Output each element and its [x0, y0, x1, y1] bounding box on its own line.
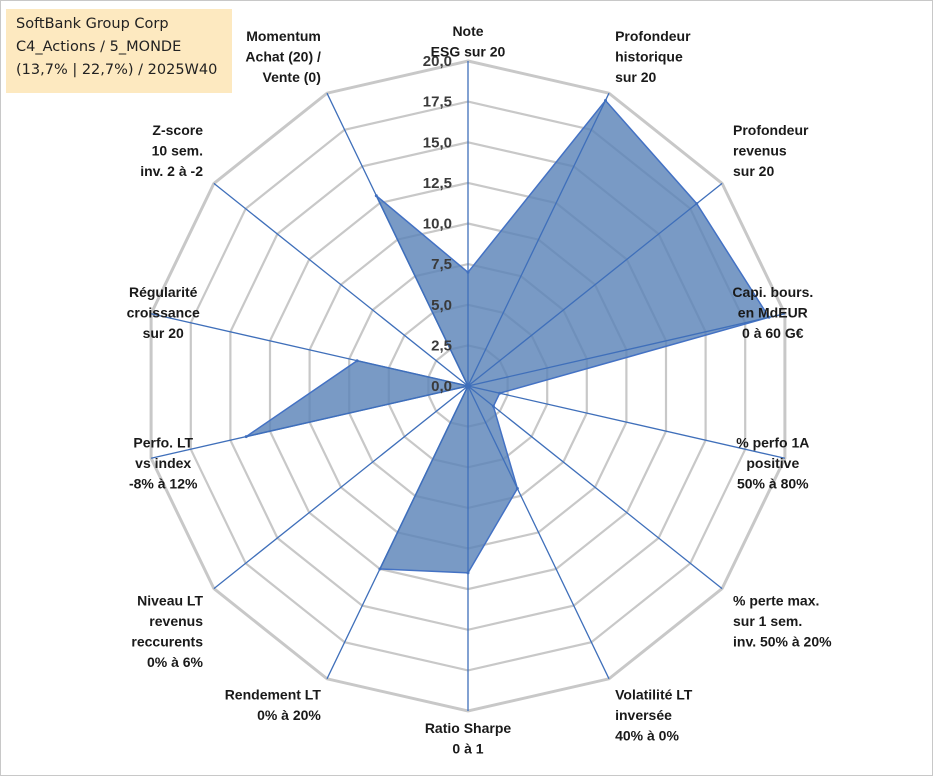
axis-label: Capi. bours. en MdEUR 0 à 60 G€: [732, 284, 813, 341]
tick-label: 15,0: [423, 134, 452, 151]
series-layer: [244, 99, 771, 575]
axis-label: % perfo 1A positive 50% à 80%: [736, 435, 809, 492]
axis-label: Rendement LT 0% à 20%: [225, 686, 322, 723]
tick-label: 20,0: [423, 53, 452, 70]
chart-title-box: SoftBank Group Corp C4_Actions / 5_MONDE…: [6, 9, 232, 93]
axis-spoke: [213, 385, 469, 590]
axis-labels: Note ESG sur 20 Profondeur historique sur 20…: [127, 23, 833, 757]
axis-label: Ratio Sharpe 0 à 1: [425, 720, 512, 757]
axis-label: Z-score 10 sem. inv. 2 à -2: [140, 122, 203, 179]
axis-spoke: [467, 92, 610, 387]
axis-label: Profondeur historique sur 20: [615, 28, 691, 85]
axis-label: Note ESG sur 20: [431, 23, 506, 60]
axis-spoke: [326, 92, 469, 387]
axis-label: % perte max. sur 1 sem. inv. 50% à 20%: [733, 592, 832, 649]
axis-label: Niveau LT revenus reccurents 0% à 6%: [131, 592, 203, 670]
axis-label: Volatilité LT inversée 40% à 0%: [615, 686, 693, 743]
tick-label: 0,0: [431, 378, 452, 395]
tick-label: 17,5: [423, 94, 452, 111]
title-line-category: C4_Actions / 5_MONDE: [16, 39, 182, 55]
axis-spoke: [150, 385, 469, 459]
tick-label: 5,0: [431, 297, 452, 314]
tick-label: 10,0: [423, 216, 452, 233]
axis-spoke: [467, 385, 723, 590]
axis-spoke: [326, 385, 469, 680]
axis-spoke: [467, 182, 723, 387]
axis-spoke: [467, 313, 786, 387]
tick-label: 7,5: [431, 256, 452, 273]
axis-spoke: [213, 182, 469, 387]
tick-labels: 0,0 2,5 5,0 7,5 10,0 12,5 15,0 17,5 20,0: [423, 53, 452, 395]
axis-label: Momentum Achat (20) / Vente (0): [245, 28, 321, 85]
axis-spoke: [467, 385, 610, 680]
axis-label: Profondeur revenus sur 20: [733, 122, 809, 179]
title-line-company: SoftBank Group Corp: [16, 16, 169, 32]
tick-label: 12,5: [423, 175, 452, 192]
axis-spoke: [150, 313, 469, 387]
axis-label: Perfo. LT vs index -8% à 12%: [129, 435, 198, 492]
axis-label: Régularité croissance sur 20: [127, 284, 200, 341]
title-line-stats: (13,7% | 22,7%) / 2025W40: [16, 62, 218, 78]
spoke-layer: [150, 61, 786, 711]
series-area: [245, 99, 771, 574]
axis-spoke: [467, 385, 786, 459]
tick-label: 2,5: [431, 337, 452, 354]
